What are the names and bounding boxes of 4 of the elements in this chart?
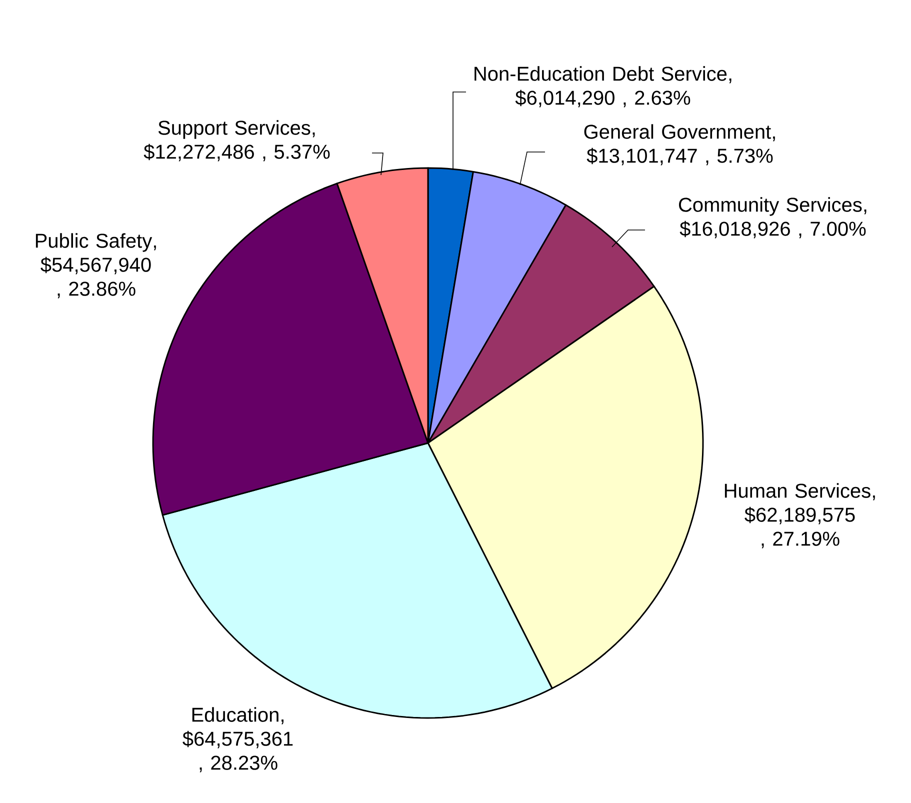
slice-label: Education: [192, 707, 278, 722]
slice-label: Non-Education Debt Service: [474, 66, 727, 81]
slice-label: General Government: [584, 124, 771, 139]
slice-label: Human Services: [724, 483, 870, 498]
